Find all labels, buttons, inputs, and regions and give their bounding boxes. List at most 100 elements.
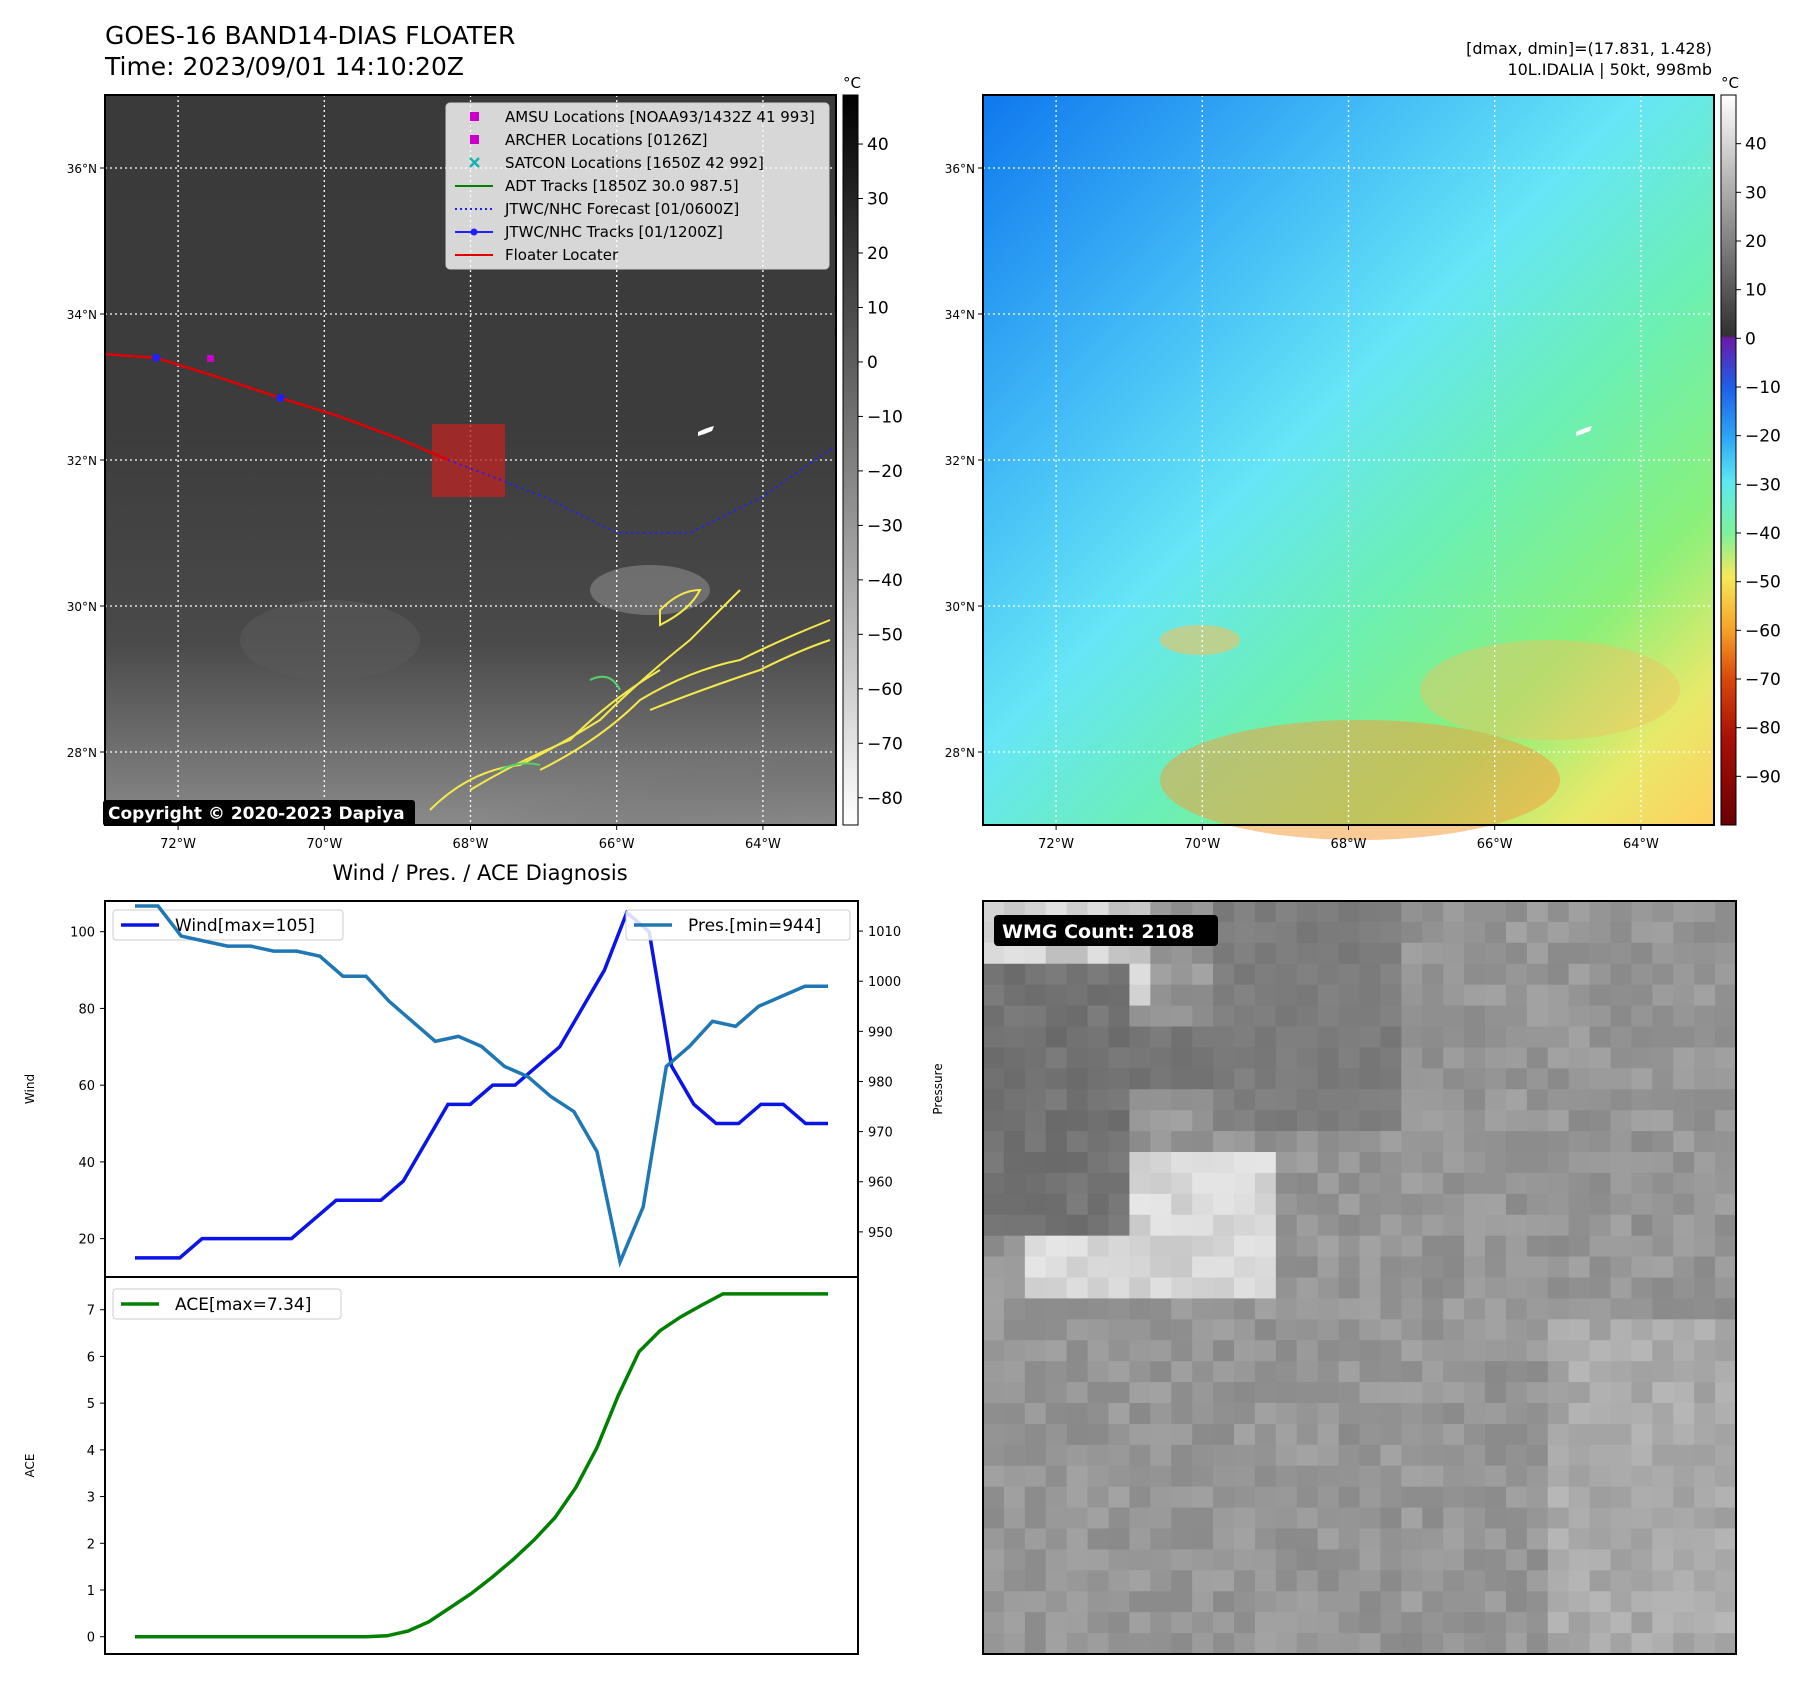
wmg-pixel <box>1192 963 1214 986</box>
wmg-pixel <box>1359 1068 1382 1090</box>
wmg-pixel <box>1485 1152 1507 1174</box>
wmg-pixel <box>1338 1068 1361 1090</box>
wmg-pixel <box>1045 1047 1068 1069</box>
wmg-pixel <box>1192 1633 1214 1654</box>
wmg-pixel <box>1171 1047 1193 1069</box>
wmg-pixel <box>1505 1089 1528 1111</box>
colorbar-tick-label: −30 <box>1745 475 1781 495</box>
wmg-pixel <box>1066 963 1089 986</box>
wmg-pixel <box>1401 1549 1423 1571</box>
wmg-pixel <box>1087 1214 1110 1237</box>
wmg-pixel <box>1422 1193 1444 1216</box>
y-tick-label: 7 <box>87 1304 95 1319</box>
enhanced-cold-cloud <box>1160 625 1240 655</box>
wmg-pixel <box>1422 1486 1444 1509</box>
wmg-pixel <box>1380 1089 1402 1111</box>
wmg-pixel <box>1715 921 1736 944</box>
wmg-pixel <box>1568 1382 1591 1404</box>
wmg-pixel <box>1610 1089 1633 1111</box>
wmg-pixel <box>1275 1591 1298 1613</box>
y2-axis-label: Pressure <box>931 1063 945 1114</box>
wmg-pixel <box>1589 1340 1612 1362</box>
wmg-pixel <box>1589 1277 1612 1300</box>
wmg-pixel <box>1505 1319 1528 1341</box>
wmg-pixel <box>1401 1131 1423 1153</box>
wmg-pixel <box>1171 1172 1193 1195</box>
wmg-pixel <box>1171 1361 1193 1383</box>
wmg-pixel <box>1359 1026 1382 1049</box>
wmg-pixel <box>1631 1068 1653 1090</box>
wmg-pixel <box>1464 1068 1486 1090</box>
wmg-pixel <box>983 1591 1005 1613</box>
wmg-pixel <box>1673 1089 1695 1111</box>
wmg-pixel <box>1296 1403 1319 1425</box>
wmg-pixel <box>1108 1444 1131 1467</box>
wmg-pixel <box>1631 921 1653 944</box>
wmg-pixel <box>1150 963 1172 986</box>
wmg-pixel <box>1547 1277 1570 1300</box>
archer-location-marker <box>207 355 214 362</box>
wmg-pixel <box>1045 942 1068 965</box>
wmg-pixel <box>1003 1423 1026 1446</box>
wmg-pixel <box>1213 942 1235 965</box>
wmg-pixel <box>1338 1110 1361 1132</box>
wmg-pixel <box>1108 1214 1131 1237</box>
wmg-pixel <box>1526 1005 1549 1028</box>
wmg-pixel <box>983 1570 1005 1592</box>
wmg-pixel <box>1296 1319 1319 1341</box>
wmg-pixel <box>1150 1047 1172 1069</box>
lat-tick-label: 36°N <box>67 162 97 176</box>
y2-tick-label: 990 <box>868 1025 893 1040</box>
wmg-pixel <box>1505 1172 1528 1195</box>
legend-label: JTWC/NHC Tracks [01/1200Z] <box>504 223 723 241</box>
wmg-pixel <box>1234 1089 1256 1111</box>
wmg-pixel <box>1338 1214 1361 1237</box>
copyright-badge <box>103 800 415 826</box>
wmg-pixel <box>1275 1340 1298 1362</box>
wmg-pixel <box>1275 1047 1298 1069</box>
wmg-pixel <box>1673 984 1695 1007</box>
wmg-pixel <box>1045 1319 1068 1341</box>
wmg-pixel <box>1568 1465 1591 1488</box>
wmg-pixel <box>1589 1298 1612 1320</box>
wmg-pixel <box>1568 1612 1591 1634</box>
wmg-pixel <box>1422 1612 1444 1634</box>
wmg-pixel <box>1024 942 1047 965</box>
wmg-pixel <box>1485 1235 1507 1258</box>
wmg-pixel <box>1422 1172 1444 1195</box>
wmg-pixel <box>1526 1152 1549 1174</box>
wmg-pixel <box>1505 1256 1528 1279</box>
wmg-pixel <box>1338 1256 1361 1279</box>
y2-tick-label: 950 <box>868 1226 893 1241</box>
wmg-pixel <box>1234 1026 1256 1049</box>
wmg-pixel <box>983 1047 1005 1069</box>
wmg-pixel <box>1087 1340 1110 1362</box>
wmg-pixel <box>1150 1403 1172 1425</box>
wmg-pixel <box>1024 1068 1047 1090</box>
wmg-pixel <box>1380 1131 1402 1153</box>
wmg-pixel <box>1045 1549 1068 1571</box>
wmg-pixel <box>1317 1591 1340 1613</box>
wmg-count-badge <box>994 915 1218 946</box>
wmg-pixel <box>1464 1089 1486 1111</box>
wmg-pixel <box>1024 1444 1047 1467</box>
wmg-pixel <box>1359 1444 1382 1467</box>
wmg-pixel <box>983 1549 1005 1571</box>
wmg-pixel <box>1526 1403 1549 1425</box>
wmg-pixel <box>1338 1131 1361 1153</box>
wmg-pixel <box>1464 1465 1486 1488</box>
series-line <box>135 1292 828 1639</box>
wmg-pixel <box>1610 1361 1633 1383</box>
wmg-pixel <box>1087 1172 1110 1195</box>
wmg-pixel <box>1715 1486 1736 1509</box>
wmg-pixel <box>1526 963 1549 986</box>
wmg-pixel <box>1610 901 1633 923</box>
wmg-pixel <box>1715 1403 1736 1425</box>
wmg-pixel <box>1275 942 1298 965</box>
wmg-pixel <box>1568 1486 1591 1509</box>
wmg-pixel <box>1610 1444 1633 1467</box>
wmg-pixel <box>1589 1423 1612 1446</box>
wmg-pixel <box>1505 1591 1528 1613</box>
wmg-pixel <box>1610 1486 1633 1509</box>
wmg-pixel <box>1547 1507 1570 1530</box>
